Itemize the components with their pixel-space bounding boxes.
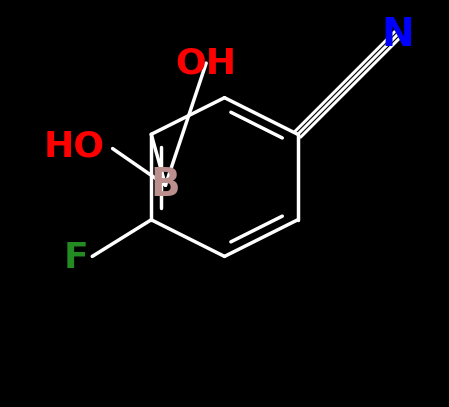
Text: OH: OH [176,46,237,80]
Text: B: B [151,166,180,204]
Text: HO: HO [44,129,105,164]
Text: N: N [381,15,414,54]
Text: F: F [64,241,88,276]
